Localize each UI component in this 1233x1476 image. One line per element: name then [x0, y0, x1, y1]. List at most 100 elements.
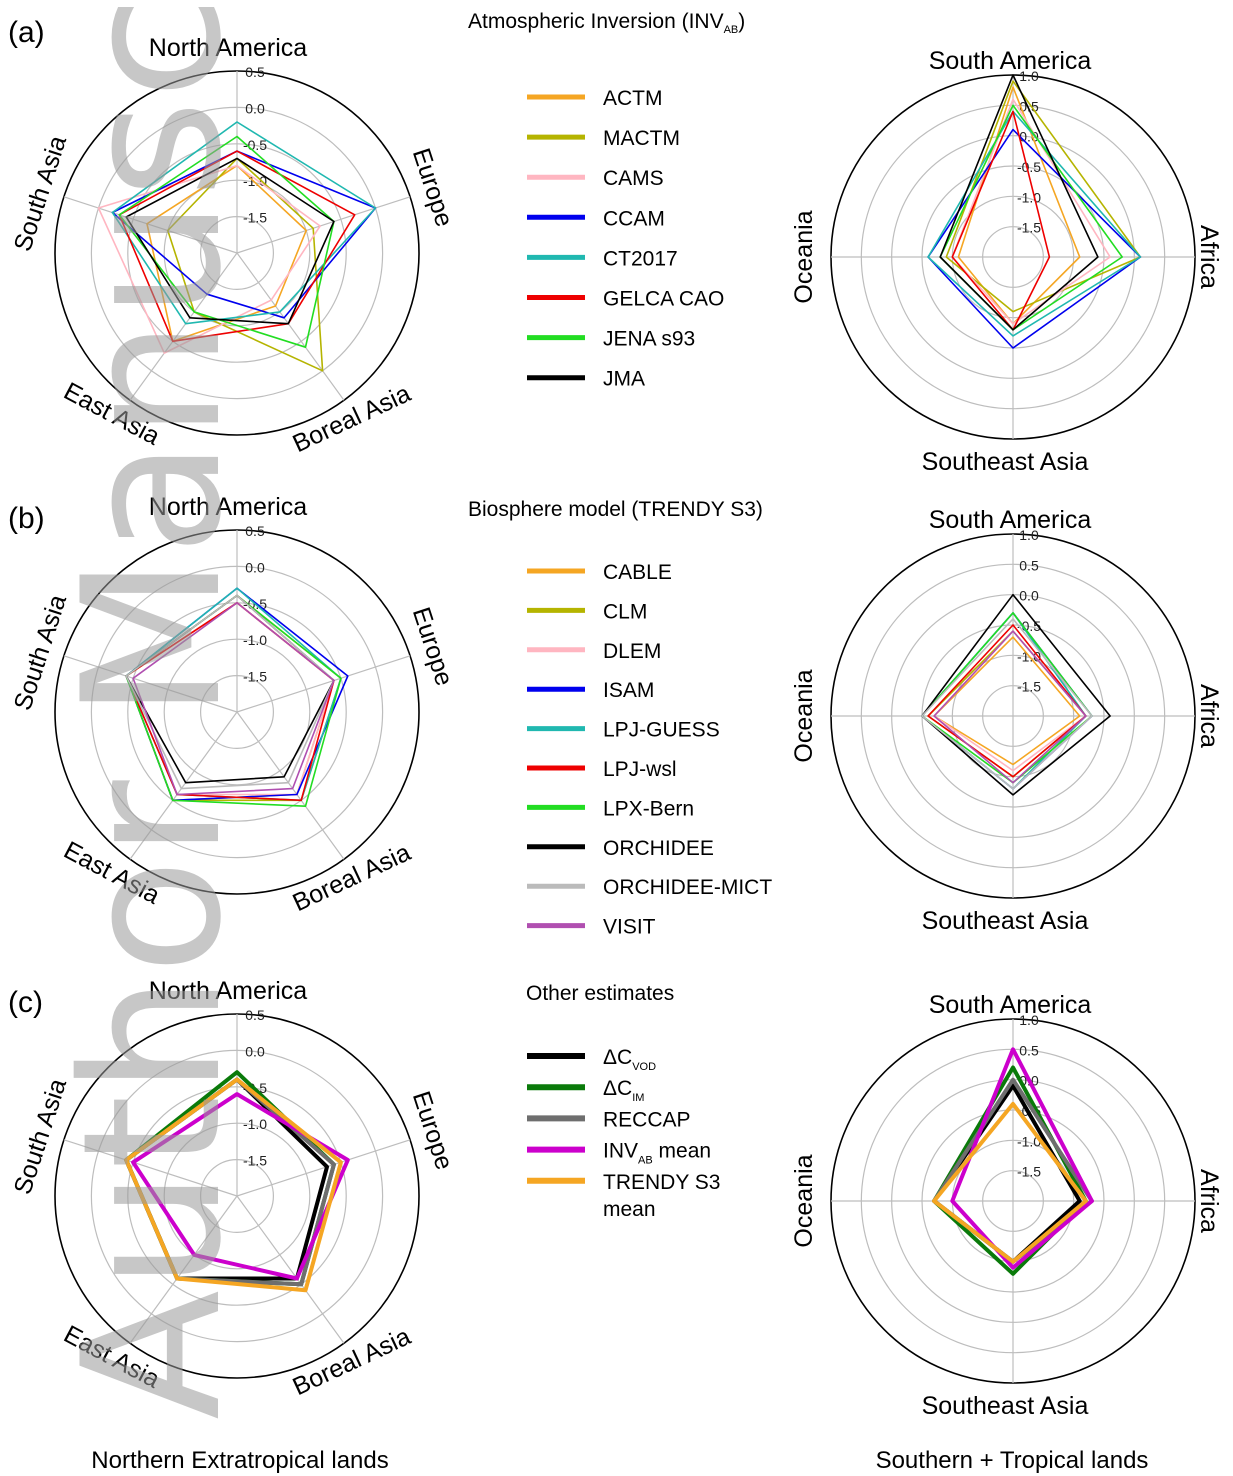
series-polygon: [111, 150, 377, 319]
axis-label: North America: [149, 493, 307, 521]
radial-axis: [63, 1139, 238, 1197]
legend-label: CT2017: [603, 247, 678, 270]
axis-label: South America: [929, 991, 1092, 1019]
axis-label: South America: [929, 47, 1092, 75]
series-polygon: [118, 150, 356, 343]
tick-label: 0.5: [245, 64, 265, 80]
radial-axis: [236, 655, 411, 713]
series-polygon: [921, 593, 1111, 796]
legend-label: CLM: [603, 600, 647, 623]
series-polygon: [927, 110, 1142, 337]
legend: Biosphere model (TRENDY S3) CABLE CLM DLEM I…: [468, 498, 772, 939]
axis-label: Oceania: [790, 1154, 818, 1247]
radial-axis: [129, 1195, 238, 1344]
legend-label: LPJ-wsl: [603, 758, 677, 781]
tick-label: -1.0: [1017, 189, 1041, 205]
tick-label: -0.5: [243, 137, 267, 153]
tick-label: 0.5: [1019, 1042, 1039, 1058]
axis-label: Southeast Asia: [922, 1392, 1089, 1420]
axis-label: Boreal Asia: [288, 1322, 415, 1401]
tick-label: 0.0: [245, 1043, 265, 1059]
axis-label: Africa: [1195, 225, 1223, 289]
legend-title: Atmospheric Inversion (INVAB): [468, 10, 745, 36]
legend-title: Other estimates: [526, 982, 674, 1005]
series-polygon: [97, 164, 321, 354]
axis-label: Europe: [407, 145, 459, 230]
legend-label-line2: mean: [603, 1198, 656, 1221]
series-polygon: [933, 630, 1087, 784]
footer-right-label: Southern + Tropical lands: [876, 1447, 1149, 1474]
panel-letter: (a): [8, 16, 45, 49]
panel-letter: (c): [8, 986, 43, 1019]
axis-label: Boreal Asia: [288, 838, 415, 917]
tick-label: -1.5: [1017, 679, 1041, 695]
axis-label: Europe: [407, 604, 459, 689]
axis-label: Africa: [1195, 684, 1223, 748]
legend-label: MACTM: [603, 127, 680, 150]
series-polygon: [932, 1101, 1088, 1264]
radial-axis: [63, 196, 238, 254]
series-polygon: [933, 636, 1081, 766]
axis-label: Africa: [1195, 1169, 1223, 1233]
legend-label: ORCHIDEE-MICT: [603, 876, 772, 899]
legend-label: CAMS: [603, 167, 664, 190]
tick-label: 0.5: [245, 523, 265, 539]
radial-axis: [129, 252, 238, 401]
footer-left-label: Northern Extratropical lands: [91, 1447, 388, 1474]
tick-label: 1.0: [1019, 527, 1039, 543]
legend-label: ISAM: [603, 679, 654, 702]
legend-label: LPJ-GUESS: [603, 719, 720, 742]
axis-label: Southeast Asia: [922, 448, 1089, 476]
series-polygon: [939, 74, 1099, 331]
legend-label: ORCHIDEE: [603, 837, 714, 860]
series-polygon: [927, 624, 1087, 778]
radial-axis: [236, 196, 411, 254]
legend-label: JENA s93: [603, 328, 695, 351]
axis-label: Southeast Asia: [922, 907, 1089, 935]
axis-label: North America: [149, 34, 307, 62]
legend-label: RECCAP: [603, 1108, 691, 1131]
series-polygon: [167, 157, 324, 372]
axis-label: South America: [929, 506, 1092, 534]
series-polygon: [950, 1047, 1094, 1270]
tick-label: -1.5: [243, 1153, 267, 1169]
radial-axis: [236, 711, 345, 860]
tick-label: 1.0: [1019, 68, 1039, 84]
legend-label: INVAB mean: [603, 1140, 711, 1167]
series-polygon: [132, 601, 335, 796]
axis-label: Oceania: [790, 669, 818, 762]
axis-label: Oceania: [790, 210, 818, 303]
tick-label: -1.5: [1017, 1164, 1041, 1180]
series-polygon: [111, 121, 377, 325]
tick-label: 0.0: [245, 559, 265, 575]
tick-label: -1.5: [1017, 220, 1041, 236]
legend-label: ΔCIM: [603, 1077, 644, 1104]
legend-label: ACTM: [603, 87, 663, 110]
legend: Other estimates ΔCVOD ΔCIM RECCAP INVAB mean…: [526, 982, 720, 1221]
radial-axis: [236, 252, 345, 401]
tick-label: -1.0: [243, 632, 267, 648]
legend: Atmospheric Inversion (INVAB) ACTM MACTM CA…: [468, 10, 745, 391]
legend-label: DLEM: [603, 640, 661, 663]
tick-label: 0.5: [245, 1007, 265, 1023]
series-polygon: [131, 1092, 350, 1281]
series-polygon: [125, 594, 335, 790]
radial-axis: [129, 711, 238, 860]
series-polygon: [125, 157, 335, 325]
legend-label: VISIT: [603, 916, 656, 939]
legend-label: GELCA CAO: [603, 288, 724, 311]
tick-label: 0.0: [1019, 588, 1039, 604]
legend-label: TRENDY S3: [603, 1171, 720, 1194]
radial-axis: [63, 655, 238, 713]
series-polygon: [951, 98, 1111, 325]
panel-letter: (b): [8, 502, 45, 535]
tick-label: 1.0: [1019, 1012, 1039, 1028]
tick-label: -1.0: [243, 1116, 267, 1132]
series-polygon: [921, 618, 1093, 790]
tick-label: -1.5: [243, 210, 267, 226]
